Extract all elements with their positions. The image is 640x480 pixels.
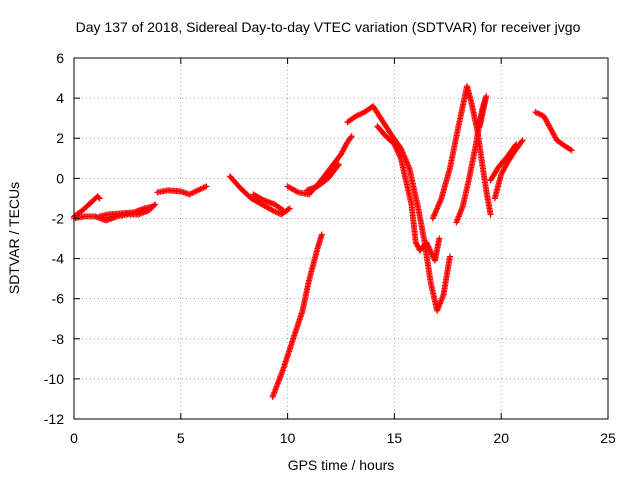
data-point-marker [487,211,494,218]
x-tick-label: 10 [280,430,296,446]
y-tick-label: -6 [52,291,65,307]
data-point-marker [293,188,300,195]
data-point-marker [519,137,526,144]
data-point-marker [518,138,525,145]
data-point-marker [203,183,210,190]
x-tick-label: 20 [493,430,509,446]
data-point-marker [512,142,519,149]
y-tick-label: 2 [56,130,64,146]
data-point-marker [150,203,157,210]
x-axis-label: GPS time / hours [288,457,395,473]
data-point-marker [476,123,483,130]
data-point-marker [446,253,453,260]
data-point-marker [426,246,433,253]
axis-ticks [73,57,609,420]
data-point-marker [567,146,574,153]
data-point-marker [426,245,433,252]
data-point-marker [318,231,325,238]
data-point-marker [427,247,434,254]
data-point-marker [285,206,292,213]
data-point-marker [436,235,443,242]
y-tick-label: -10 [44,371,64,387]
data-point-marker [513,141,520,148]
data-point-marker [568,147,575,154]
grid-lines [74,58,608,419]
data-point-marker [279,206,286,213]
data-point-marker [334,162,341,169]
data-point-marker [424,240,431,247]
y-tick-label: 6 [56,50,64,66]
y-tick-label: 0 [56,170,64,186]
data-point-marker [335,161,342,168]
data-point-marker [286,205,293,212]
data-point-marker [424,242,431,249]
y-axis-label: SDTVAR / TECUs [6,182,22,294]
y-tick-label: -12 [44,411,64,427]
data-points [71,83,575,400]
x-tick-label: 0 [70,430,78,446]
data-point-marker [425,243,432,250]
x-tick-label: 25 [600,430,616,446]
x-tick-labels: 0 5 10 15 20 25 [70,430,616,446]
y-tick-labels: -12 -10 -8 -6 -4 -2 0 2 4 6 [44,50,64,427]
data-point-marker [428,249,435,256]
data-point-marker [96,195,103,202]
data-point-marker [347,134,354,141]
chart-title: Day 137 of 2018, Sidereal Day-to-day VTE… [76,19,581,35]
y-tick-label: -4 [52,251,65,267]
data-point-marker [348,133,355,140]
x-tick-label: 15 [387,430,403,446]
y-tick-label: -2 [52,210,65,226]
data-point-marker [259,196,266,203]
y-tick-label: -8 [52,331,65,347]
x-tick-label: 5 [177,430,185,446]
data-point-marker [95,194,102,201]
data-point-marker [280,207,287,214]
y-tick-label: 4 [56,90,64,106]
plot-frame [73,57,609,420]
data-point-marker [423,239,430,246]
